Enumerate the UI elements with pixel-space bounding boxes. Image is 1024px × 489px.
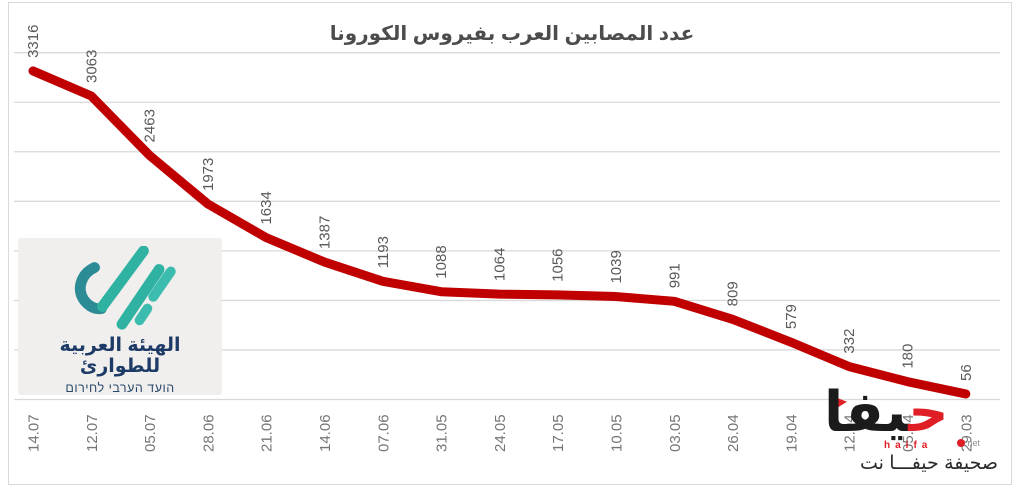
x-tick-label: 31.05 [434,414,451,452]
net-label: net [957,438,980,448]
checkmark-strokes-icon [75,246,176,330]
data-label: 1387 [317,216,334,249]
newspaper-caption: صحيفة حيفـــا نت [859,453,998,474]
x-tick-label: 24.05 [492,414,509,452]
diagonal-stroke-4 [134,303,153,326]
data-label: 56 [958,364,975,381]
x-tick-label: 10.05 [609,414,626,452]
data-label: 332 [841,329,858,354]
net-label-text: net [967,438,980,448]
x-tick-label: 12.07 [84,414,101,452]
haifa-net-watermark: حيفا haifa net صحيفة حيفـــا نت [824,384,1016,484]
data-label: 180 [900,344,917,369]
data-label: 579 [783,304,800,329]
data-label: 1056 [550,248,567,281]
data-label: 1064 [491,248,508,281]
data-label: 809 [725,281,742,306]
data-label: 1193 [375,236,392,268]
logo-subtitle-hebrew: הועד הערבי לחירום [65,380,175,395]
data-label: 3316 [25,25,42,58]
chart-outer-border [8,2,1012,485]
x-tick-label: 14.07 [26,414,43,452]
x-tick-label: 07.06 [375,414,392,452]
diagonal-stroke-1 [97,246,149,312]
x-tick-label: 17.05 [550,414,567,452]
x-tick-label: 26.04 [725,414,742,452]
red-dot-icon [957,439,966,447]
data-label: 1088 [433,245,450,278]
data-label: 1039 [608,250,625,283]
x-tick-label: 19.04 [783,414,800,452]
x-tick-label: 12.04 [842,414,859,452]
dotted-haifa-label: haifa [884,440,933,451]
x-tick-label: 03.05 [667,414,684,452]
logo-title-arabic: الهيئة العربية للطوارئ [59,335,181,377]
series-line [28,66,971,399]
x-tick-label: 14.06 [317,414,334,452]
haifa-letter-red: ح [908,380,949,443]
data-label: 2463 [142,109,159,142]
diagonal-stroke-2 [116,264,165,330]
x-tick-label: 28.06 [200,414,217,452]
data-label: 1634 [258,191,275,224]
arab-emergency-authority-logo-card: الهيئة العربية للطوارئ הועד הערבי לחירום [18,238,222,395]
data-label: 3063 [83,50,100,83]
haifa-letters-black: يفا [824,380,909,443]
chart-title: عدد المصابين العرب بفيروس الكورونا [329,23,695,45]
data-label: 1973 [200,158,217,191]
x-tick-label: 21.06 [259,414,276,452]
x-tick-label: 05.07 [142,414,159,452]
check-hook-stroke [75,262,107,315]
x-tick-label: 05.04 [900,414,917,452]
data-label: 991 [666,263,683,288]
diagonal-stroke-3 [148,266,176,302]
haifa-wordmark: حيفا [824,384,1012,440]
